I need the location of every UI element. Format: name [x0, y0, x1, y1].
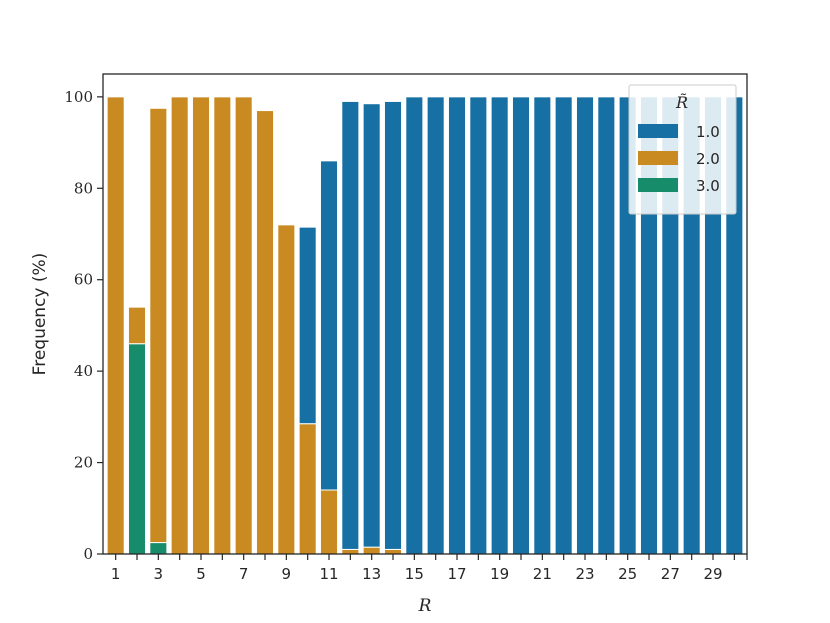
y-axis: 0 20 40 60 80 100 [64, 88, 103, 563]
y-tick-label-100: 100 [64, 88, 93, 106]
x-tick-label-5: 5 [196, 565, 206, 583]
x-tick-label-11: 11 [319, 565, 338, 583]
bar-2_0-r5 [191, 96, 211, 555]
bar-1_0-r13 [362, 103, 381, 548]
bar-2_0-r10 [298, 423, 317, 555]
y-tick-label-80: 80 [74, 179, 93, 197]
legend-swatch-1_0 [638, 124, 678, 138]
x-tick-label-17: 17 [447, 565, 466, 583]
y-tick-label-60: 60 [74, 271, 93, 289]
bar-1_0-r24 [597, 96, 616, 555]
legend-label-2_0: 2.0 [696, 150, 720, 168]
bar-1_0-r12 [341, 100, 360, 550]
bar-2_0-r7 [234, 96, 253, 555]
bar-1_0-r17 [447, 96, 467, 555]
bar-1_0-r14 [383, 100, 403, 550]
plot-frame [102, 73, 748, 555]
bar-1_0-r15 [405, 96, 424, 555]
legend-items: 1.0 2.0 3.0 [638, 123, 720, 195]
x-tick-label-23: 23 [575, 565, 594, 583]
legend-label-3_0: 3.0 [696, 177, 720, 195]
bar-1_0-r10 [298, 226, 317, 425]
legend-swatch-2_0 [638, 151, 678, 165]
bar-2_0-r4 [170, 96, 189, 555]
x-tick-label-29: 29 [703, 565, 722, 583]
bar-2_0-r6 [213, 96, 232, 555]
x-tick-label-3: 3 [154, 565, 164, 583]
x-tick-label-15: 15 [405, 565, 424, 583]
x-tick-label-9: 9 [282, 565, 292, 583]
x-axis: 1 3 5 7 9 11 13 15 17 19 21 23 25 27 29 [111, 554, 748, 583]
x-axis-title: R [418, 596, 432, 616]
bar-1_0-r23 [575, 96, 595, 555]
y-tick-label-0: 0 [83, 545, 93, 563]
bar-2_0-r2 [127, 306, 147, 345]
bar-1_0-r18 [469, 96, 488, 555]
bar-1_0-r16 [426, 96, 445, 555]
x-tick-label-1: 1 [111, 565, 121, 583]
x-tick-label-21: 21 [533, 565, 552, 583]
bar-2_0-r11 [319, 489, 339, 555]
x-tick-label-13: 13 [362, 565, 381, 583]
legend-swatch-3_0 [638, 178, 678, 192]
legend-label-1_0: 1.0 [696, 123, 720, 141]
x-tick-label-7: 7 [239, 565, 249, 583]
y-axis-title: Frequency (%) [30, 253, 50, 376]
bar-1_0-r11 [319, 160, 339, 491]
bar-2_0-r14 [383, 548, 403, 555]
y-tick-label-20: 20 [74, 454, 93, 472]
bar-2_0-r13 [362, 546, 381, 555]
legend-title: R̃ [675, 93, 688, 112]
x-tick-label-19: 19 [490, 565, 509, 583]
bar-3_0-r2 [127, 343, 147, 555]
x-tick-label-27: 27 [661, 565, 680, 583]
bar-1_0-r21 [533, 96, 552, 555]
legend: R̃ 1.0 2.0 3.0 [628, 84, 737, 215]
bar-1_0-r20 [511, 96, 531, 555]
y-tick-label-40: 40 [74, 362, 93, 380]
bar-2_0-r8 [255, 110, 275, 555]
bar-1_0-r19 [490, 96, 509, 555]
bar-3_0-r3 [149, 542, 168, 555]
bar-2_0-r9 [277, 224, 296, 555]
bar-2_0-r12 [341, 548, 360, 555]
bar-2_0-r1 [106, 96, 125, 555]
bar-2_0-r3 [149, 107, 168, 544]
x-tick-label-25: 25 [618, 565, 637, 583]
bar-1_0-r22 [554, 96, 573, 555]
